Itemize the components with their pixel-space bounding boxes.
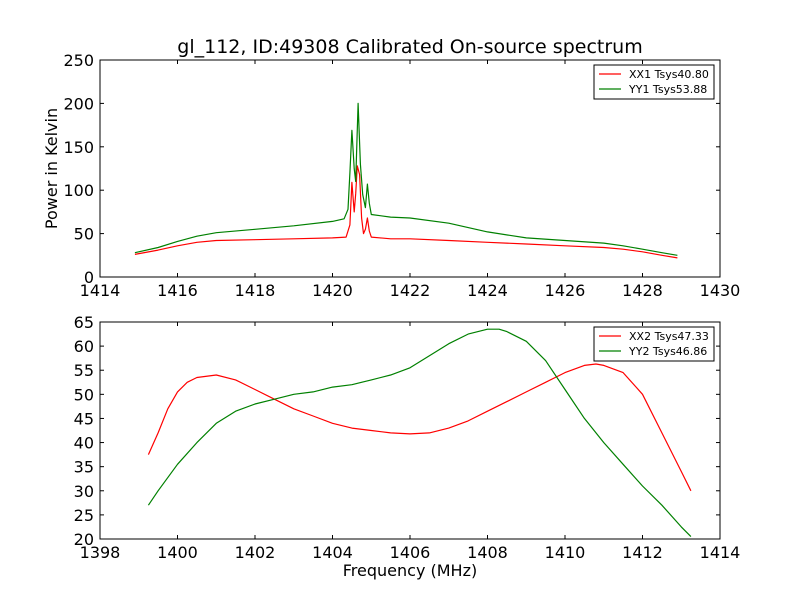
x-tick-label: 1412 — [622, 543, 663, 562]
y-tick-label: 50 — [74, 225, 94, 244]
x-tick-label: 1416 — [157, 281, 198, 300]
x-tick-label: 1422 — [390, 281, 431, 300]
legend-entry: YY1 Tsys53.88 — [628, 83, 707, 96]
x-tick-label: 1402 — [235, 543, 276, 562]
y-tick-label: 200 — [63, 94, 94, 113]
y-tick-label: 50 — [74, 385, 94, 404]
x-axis-label: Frequency (MHz) — [343, 561, 477, 580]
top-panel: 1414 1416 1418 1420 1422 1424 1426 1428 1430 0 50 1… — [42, 51, 740, 300]
chart-title: gl_112, ID:49308 Calibrated On-source sp… — [177, 36, 642, 58]
x-tick-label: 1430 — [700, 281, 741, 300]
legend-box — [593, 64, 715, 100]
y-tick-label: 65 — [74, 313, 94, 332]
y-tick-label: 100 — [63, 181, 94, 200]
legend-entry: XX1 Tsys40.80 — [629, 68, 709, 81]
bottom-panel: 1398 1400 1402 1404 1406 1408 1410 1412 1414 20 25… — [74, 313, 741, 580]
x-tick-label: 1398 — [80, 543, 121, 562]
legend-box — [593, 326, 715, 362]
y-tick-label: 40 — [74, 434, 94, 453]
y-axis-label: Power in Kelvin — [42, 108, 61, 229]
legend-entry: YY2 Tsys46.86 — [628, 345, 707, 358]
y-tick-label: 250 — [63, 51, 94, 70]
y-tick-label: 55 — [74, 361, 94, 380]
y-tick-label: 25 — [74, 506, 94, 525]
series-line-1 — [134, 165, 678, 259]
y-tick-label: 0 — [84, 268, 94, 287]
y-tick-label: 35 — [74, 458, 94, 477]
x-tick-label: 1410 — [545, 543, 586, 562]
y-tick-label: 60 — [74, 337, 94, 356]
legend: XX2 Tsys47.33 YY2 Tsys46.86 — [593, 326, 715, 362]
legend-entry: XX2 Tsys47.33 — [629, 330, 709, 343]
series-line-1 — [147, 363, 692, 492]
y-tick-label: 20 — [74, 530, 94, 549]
series-line-2 — [134, 102, 678, 256]
x-tick-label: 1420 — [312, 281, 353, 300]
x-tick-label: 1414 — [80, 281, 121, 300]
y-tick-label: 45 — [74, 409, 94, 428]
y-tick-label: 150 — [63, 138, 94, 157]
x-tick-label: 1406 — [390, 543, 431, 562]
series-line-2 — [147, 328, 692, 538]
x-tick-label: 1408 — [467, 543, 508, 562]
x-tick-label: 1428 — [622, 281, 663, 300]
y-tick-label: 30 — [74, 482, 94, 501]
x-tick-label: 1414 — [700, 543, 741, 562]
x-tick-label: 1404 — [312, 543, 353, 562]
x-tick-label: 1426 — [545, 281, 586, 300]
x-tick-label: 1400 — [157, 543, 198, 562]
legend: XX1 Tsys40.80 YY1 Tsys53.88 — [593, 64, 715, 100]
x-tick-label: 1424 — [467, 281, 508, 300]
x-tick-label: 1418 — [235, 281, 276, 300]
